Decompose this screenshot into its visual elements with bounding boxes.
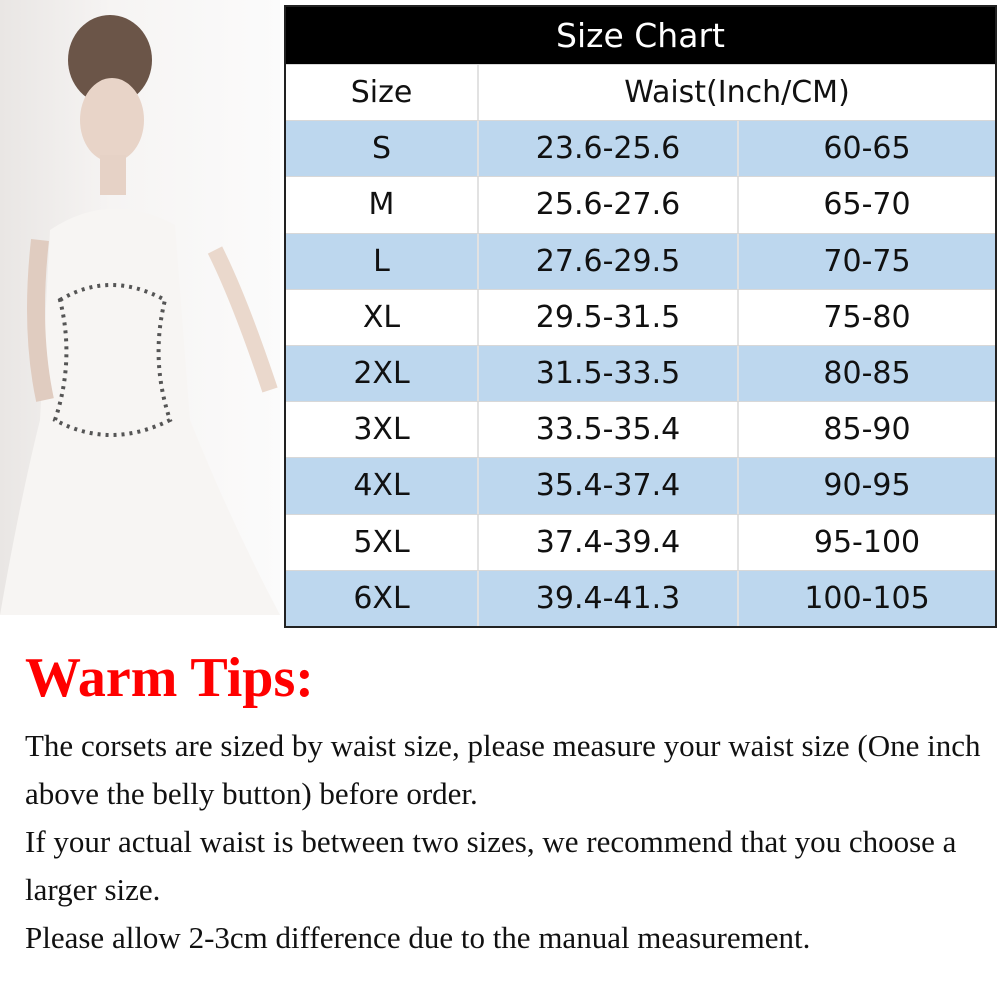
waist-cm-cell: 100-105 bbox=[804, 580, 930, 616]
table-row: L 27.6-29.5 70-75 bbox=[286, 232, 995, 289]
size-chart-table: Size Chart Size Waist(Inch/CM) S 23.6-25.… bbox=[284, 5, 997, 628]
waist-inch-cell: 27.6-29.5 bbox=[479, 233, 739, 289]
size-cell: 2XL bbox=[286, 345, 479, 402]
waist-cm-cell: 80-85 bbox=[823, 356, 911, 392]
waist-inch-cell: 29.5-31.5 bbox=[479, 289, 739, 345]
table-row: 6XL 39.4-41.3 100-105 bbox=[286, 569, 995, 626]
table-row: 3XL 33.5-35.4 85-90 bbox=[286, 401, 995, 458]
waist-inch-cell: 25.6-27.6 bbox=[479, 177, 739, 233]
size-cell: M bbox=[286, 177, 479, 233]
waist-inch-cell: 35.4-37.4 bbox=[479, 458, 739, 514]
size-cell: XL bbox=[286, 289, 479, 345]
waist-inch-cell: 31.5-33.5 bbox=[479, 345, 739, 402]
size-cell: S bbox=[286, 121, 479, 177]
tip-line: If your actual waist is between two size… bbox=[25, 824, 957, 907]
size-cell: 6XL bbox=[286, 570, 479, 626]
waist-cm-cell: 70-75 bbox=[823, 243, 911, 279]
table-row: 2XL 31.5-33.5 80-85 bbox=[286, 344, 995, 402]
waist-cm-cell: 95-100 bbox=[813, 524, 921, 560]
header-waist: Waist(Inch/CM) bbox=[624, 75, 850, 111]
bride-in-corset-photo bbox=[0, 15, 280, 615]
warm-tips-text: The corsets are sized by waist size, ple… bbox=[25, 722, 995, 962]
size-cell: 4XL bbox=[286, 458, 479, 514]
waist-cm-cell: 75-80 bbox=[823, 299, 911, 335]
table-row: 5XL 37.4-39.4 95-100 bbox=[286, 513, 995, 570]
waist-inch-cell: 23.6-25.6 bbox=[479, 121, 739, 177]
tip-line: The corsets are sized by waist size, ple… bbox=[25, 728, 981, 811]
table-row: XL 29.5-31.5 75-80 bbox=[286, 288, 995, 345]
model-photo bbox=[0, 0, 280, 615]
waist-cm-cell: 65-70 bbox=[823, 187, 911, 223]
size-chart-title: Size Chart bbox=[286, 7, 995, 64]
waist-cm-cell: 85-90 bbox=[823, 412, 911, 448]
warm-tips-title: Warm Tips: bbox=[25, 647, 314, 709]
waist-inch-cell: 39.4-41.3 bbox=[479, 570, 739, 626]
size-cell: 3XL bbox=[286, 402, 479, 458]
table-header-row: Size Waist(Inch/CM) bbox=[286, 64, 995, 121]
table-row: 4XL 35.4-37.4 90-95 bbox=[286, 457, 995, 514]
waist-cm-cell: 90-95 bbox=[823, 468, 911, 504]
size-cell: 5XL bbox=[286, 514, 479, 570]
size-cell: L bbox=[286, 233, 479, 289]
tip-line: Please allow 2-3cm difference due to the… bbox=[25, 920, 811, 955]
waist-inch-cell: 37.4-39.4 bbox=[479, 514, 739, 570]
waist-inch-cell: 33.5-35.4 bbox=[479, 402, 739, 458]
waist-cm-cell: 60-65 bbox=[823, 131, 911, 167]
table-row: M 25.6-27.6 65-70 bbox=[286, 176, 995, 233]
header-size: Size bbox=[286, 65, 479, 121]
table-row: S 23.6-25.6 60-65 bbox=[286, 120, 995, 177]
